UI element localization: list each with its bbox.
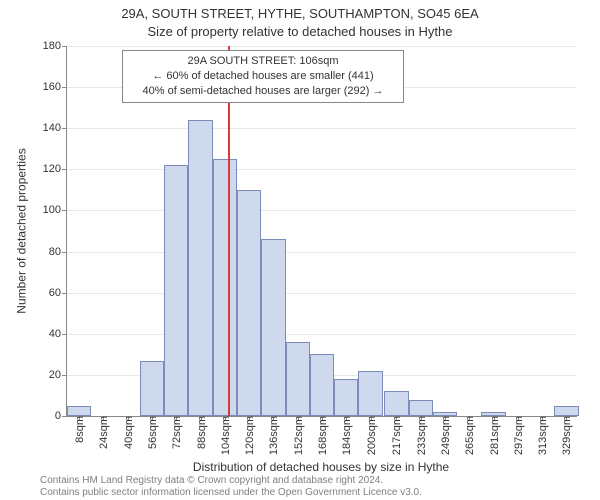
histogram-bar: [188, 120, 212, 416]
y-tick-label: 160: [43, 81, 67, 93]
histogram-bar: [237, 190, 261, 416]
histogram-bar: [286, 342, 310, 416]
x-axis-label: Distribution of detached houses by size …: [66, 460, 576, 474]
x-tick-label: 184sqm: [339, 416, 353, 455]
histogram-bar: [358, 371, 382, 416]
x-tick-label: 329sqm: [559, 416, 573, 455]
x-tick-label: 152sqm: [291, 416, 305, 455]
x-tick-label: 297sqm: [511, 416, 525, 455]
y-tick-label: 100: [43, 204, 67, 216]
histogram-bar: [409, 400, 433, 416]
histogram-bar: [261, 239, 285, 416]
gridline: [67, 169, 577, 170]
x-tick-label: 233sqm: [414, 416, 428, 455]
x-tick-label: 265sqm: [462, 416, 476, 455]
annotation-line-3: 40% of semi-detached houses are larger (…: [129, 84, 397, 99]
y-tick-label: 140: [43, 122, 67, 134]
chart-subtitle: Size of property relative to detached ho…: [0, 24, 600, 39]
x-tick-label: 281sqm: [487, 416, 501, 455]
histogram-bar: [334, 379, 358, 416]
chart-title: 29A, SOUTH STREET, HYTHE, SOUTHAMPTON, S…: [0, 6, 600, 21]
y-tick-label: 120: [43, 163, 67, 175]
y-tick-label: 20: [49, 369, 67, 381]
y-tick-label: 80: [49, 246, 67, 258]
x-tick-label: 200sqm: [364, 416, 378, 455]
histogram-bar: [140, 361, 164, 417]
y-axis-label-text: Number of detached properties: [15, 148, 29, 313]
x-tick-label: 120sqm: [242, 416, 256, 455]
x-tick-label: 8sqm: [72, 416, 86, 443]
plot-area: 0204060801001201401601808sqm24sqm40sqm56…: [66, 46, 577, 417]
histogram-bar: [384, 391, 408, 416]
footer-line-2: Contains public sector information licen…: [40, 487, 422, 498]
x-tick-label: 72sqm: [169, 416, 183, 449]
x-tick-label: 40sqm: [121, 416, 135, 449]
gridline: [67, 128, 577, 129]
histogram-bar: [213, 159, 237, 416]
y-axis-label: Number of detached properties: [14, 46, 30, 416]
x-tick-label: 24sqm: [96, 416, 110, 449]
chart-container: 29A, SOUTH STREET, HYTHE, SOUTHAMPTON, S…: [0, 0, 600, 500]
annotation-line-1: 29A SOUTH STREET: 106sqm: [129, 54, 397, 69]
x-tick-label: 168sqm: [315, 416, 329, 455]
x-tick-label: 313sqm: [535, 416, 549, 455]
histogram-bar: [554, 406, 578, 416]
x-tick-label: 56sqm: [145, 416, 159, 449]
gridline: [67, 210, 577, 211]
annotation-box: 29A SOUTH STREET: 106sqm ← 60% of detach…: [122, 50, 404, 103]
histogram-bar: [310, 354, 334, 416]
histogram-bar: [67, 406, 91, 416]
y-tick-label: 180: [43, 40, 67, 52]
histogram-bar: [164, 165, 188, 416]
x-tick-label: 104sqm: [218, 416, 232, 455]
gridline: [67, 252, 577, 253]
y-tick-label: 40: [49, 328, 67, 340]
gridline: [67, 293, 577, 294]
x-tick-label: 136sqm: [266, 416, 280, 455]
gridline: [67, 334, 577, 335]
x-tick-label: 88sqm: [194, 416, 208, 449]
y-tick-label: 60: [49, 287, 67, 299]
y-tick-label: 0: [55, 410, 67, 422]
annotation-line-2: ← 60% of detached houses are smaller (44…: [129, 69, 397, 84]
footer-line-1: Contains HM Land Registry data © Crown c…: [40, 475, 383, 486]
gridline: [67, 46, 577, 47]
x-tick-label: 249sqm: [438, 416, 452, 455]
x-tick-label: 217sqm: [389, 416, 403, 455]
